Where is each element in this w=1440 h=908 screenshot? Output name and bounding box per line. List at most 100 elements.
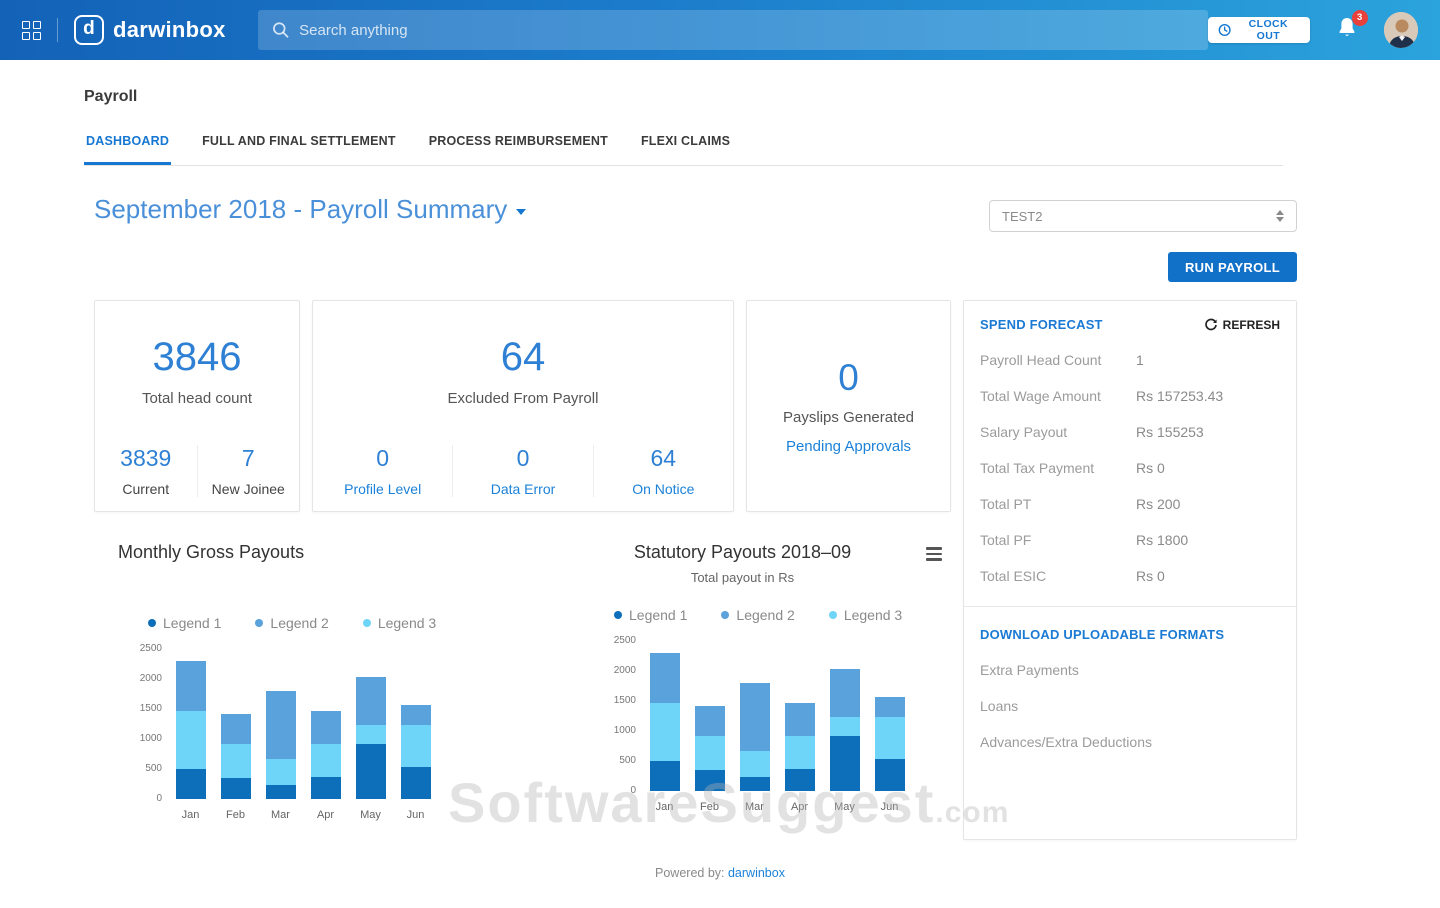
legend-item[interactable]: Legend 2 [255,615,329,631]
download-formats-title: DOWNLOAD UPLOADABLE FORMATS [980,627,1225,642]
bar-segment [784,769,815,791]
profile-level-stat[interactable]: 0 Profile Level [313,445,452,497]
legend-item[interactable]: Legend 1 [614,607,687,623]
y-tick-label: 500 [619,755,636,766]
current-value: 3839 [120,445,172,471]
bar-segment [829,668,860,718]
tab-dashboard[interactable]: DASHBOARD [84,128,172,165]
on-notice-stat[interactable]: 64 On Notice [592,445,733,497]
forecast-row: Salary Payout Rs 155253 [980,424,1280,440]
statutory-payouts-chart: Statutory Payouts 2018–09 Total payout i… [534,542,951,829]
bar-segment [355,743,386,799]
x-tick-label: May [360,809,381,821]
legend-dot-icon [721,611,730,619]
x-tick-label: Jun [406,809,425,821]
excluded-label: Excluded From Payroll [447,390,599,407]
bar-segment [784,735,815,770]
on-notice-link[interactable]: On Notice [632,481,695,497]
bar-segment [874,759,905,791]
bar-jun[interactable]: Jun [393,649,438,821]
bar-segment [784,703,815,736]
legend-item[interactable]: Legend 2 [721,607,795,623]
chart-legend: Legend 1 Legend 2 Legend 3 [148,615,534,631]
app-grid-icon[interactable] [22,20,41,40]
y-tick-label: 1000 [613,725,636,736]
bar-segment [739,751,770,778]
download-loans[interactable]: Loans [980,698,1019,714]
bar-may[interactable]: May [348,649,393,821]
forecast-row: Total Wage Amount Rs 157253.43 [980,388,1280,404]
x-tick-label: May [834,801,855,813]
bar-segment [265,759,296,786]
tab-process-reimbursement[interactable]: PROCESS REIMBURSEMENT [428,134,608,148]
y-tick-label: 1500 [139,703,162,714]
tab-bar: DASHBOARD FULL AND FINAL SETTLEMENT PROC… [84,128,1283,166]
chart-menu-icon[interactable] [923,544,945,564]
legend-label: Legend 1 [629,607,688,623]
y-axis: 0 500 1000 1500 2000 2500 [608,635,642,796]
monthly-gross-payouts-chart: Monthly Gross Payouts Legend 1 Legend 2 Le… [94,542,534,829]
bar-mar[interactable]: Mar [258,649,303,821]
search-bar[interactable] [257,10,1208,50]
excluded-value: 64 [500,335,546,379]
y-tick-label: 2000 [613,665,636,676]
bar-segment [400,767,431,799]
bar-apr[interactable]: Apr [777,641,822,813]
legend-item[interactable]: Legend 3 [362,615,436,631]
legend-dot-icon [828,611,837,619]
new-joinee-label: New Joinee [211,481,285,497]
search-input[interactable] [299,21,1194,39]
row-label: Payroll Head Count [980,352,1102,368]
bar-segment [649,653,680,703]
legend-item[interactable]: Legend 1 [148,615,221,631]
on-notice-value: 64 [650,445,677,471]
user-avatar[interactable] [1383,12,1418,48]
data-error-stat[interactable]: 0 Data Error [452,445,592,497]
x-tick-label: Feb [700,801,719,813]
bar-jun[interactable]: Jun [867,641,912,813]
search-icon [272,22,289,38]
y-tick-label: 0 [630,785,636,796]
bar-mar[interactable]: Mar [732,641,777,813]
bar-may[interactable]: May [822,641,867,813]
darwinbox-logo[interactable]: d darwinbox [73,15,226,45]
entity-select[interactable]: TEST2 [989,200,1297,232]
bar-apr[interactable]: Apr [303,649,348,821]
profile-level-link[interactable]: Profile Level [344,481,422,497]
x-tick-label: Jun [880,801,899,813]
y-tick-label: 0 [156,793,162,804]
bar-feb[interactable]: Feb [213,649,258,821]
run-payroll-button[interactable]: RUN PAYROLL [1167,252,1297,282]
clock-out-button[interactable]: CLOCK OUT [1207,17,1310,43]
forecast-row: Total Tax Payment Rs 0 [980,460,1280,476]
legend-label: Legend 2 [736,607,795,623]
y-tick-label: 2500 [613,635,636,646]
forecast-row: Total PT Rs 200 [980,496,1280,512]
bar-segment [265,691,296,760]
page-title: Payroll [84,88,138,105]
row-label: Total PT [980,496,1032,512]
bar-jan[interactable]: Jan [642,641,687,813]
bar-jan[interactable]: Jan [168,649,213,821]
download-extra-payments[interactable]: Extra Payments [980,662,1079,678]
row-label: Total Wage Amount [980,388,1101,404]
row-label: Total ESIC [980,568,1047,584]
x-tick-label: Feb [226,809,245,821]
download-advances-deductions[interactable]: Advances/Extra Deductions [980,734,1152,750]
payslips-label: Payslips Generated [783,409,914,426]
pending-approvals-link[interactable]: Pending Approvals [785,438,912,455]
panel-divider [964,606,1296,607]
chart-title: Statutory Payouts 2018–09 [633,542,852,562]
notifications-button[interactable]: 3 [1336,9,1368,45]
new-joinee-value: 7 [241,445,255,471]
legend-item[interactable]: Legend 3 [828,607,902,623]
y-tick-label: 2000 [139,673,162,684]
tab-flexi-claims[interactable]: FLEXI CLAIMS [640,134,731,148]
tab-full-and-final-settlement[interactable]: FULL AND FINAL SETTLEMENT [202,134,396,148]
payroll-summary-dropdown[interactable]: September 2018 - Payroll Summary [94,194,527,225]
refresh-button[interactable]: REFRESH [1204,318,1280,332]
darwinbox-footer-link[interactable]: darwinbox [727,866,785,880]
bar-feb[interactable]: Feb [687,641,732,813]
bar-segment [220,714,251,744]
data-error-link[interactable]: Data Error [490,481,556,497]
